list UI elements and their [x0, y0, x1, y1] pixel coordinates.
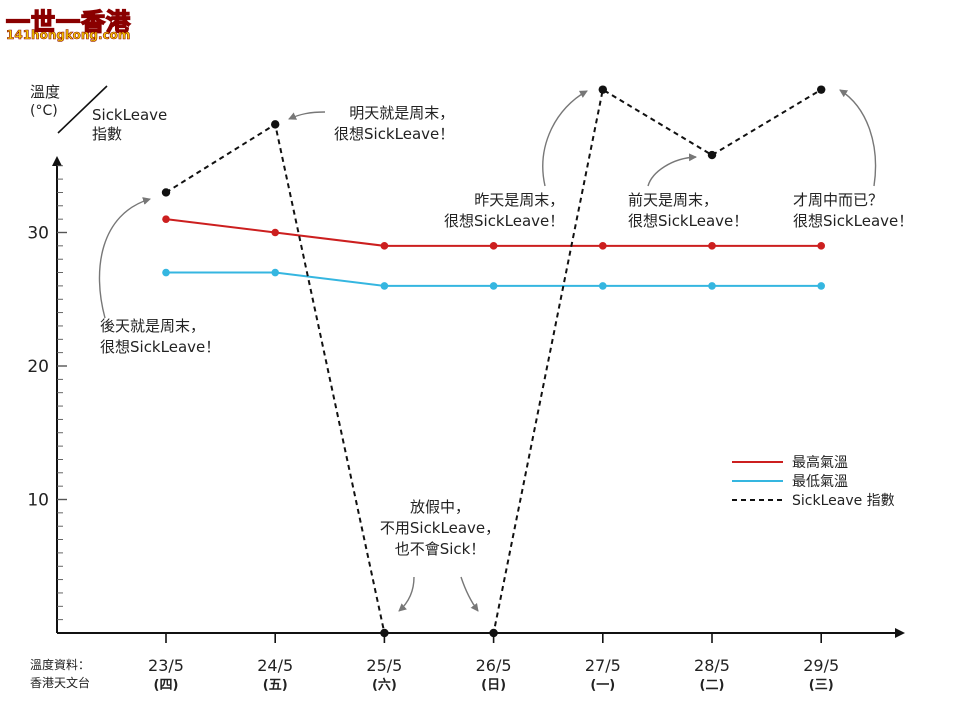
annotation-27-5: 昨天是周末， 很想SickLeave！: [444, 191, 565, 230]
series-1-point: [271, 268, 280, 277]
source-credit: 溫度資料： 香港天文台: [30, 658, 91, 690]
x-tick-label: 29/5: [803, 656, 839, 675]
y-tick-label: 20: [27, 357, 49, 377]
series-1-point: [599, 282, 607, 290]
x-axis-arrow: [895, 628, 905, 638]
annotation-24-5: 明天就是周末， 很想SickLeave！: [334, 104, 455, 143]
x-tick-label: 23/5: [148, 656, 184, 675]
series-2-point: [598, 85, 607, 94]
x-tick-day-label: (一): [590, 678, 615, 693]
axis-title-divider: [57, 85, 108, 134]
series-2-point: [489, 628, 498, 638]
annotation-arrow: [839, 89, 877, 187]
y-tick-label: 30: [27, 224, 49, 244]
y-axis-title: 溫度 (°C): [30, 83, 61, 119]
annotation-arrow: [98, 197, 151, 319]
annotation-arrow: [542, 90, 588, 187]
watermark-logo-title: 一世一香港: [5, 7, 131, 37]
x-tick-label: 25/5: [366, 656, 402, 675]
series-0-point: [380, 242, 389, 250]
legend-label: SickLeave 指數: [792, 493, 895, 509]
legend-label: 最低氣溫: [792, 474, 848, 490]
x-tick-day-label: (五): [263, 678, 288, 693]
annotation-23-5: 後天就是周末， 很想SickLeave！: [100, 317, 221, 356]
series-2-point: [707, 150, 717, 160]
watermark-logo-url: 141hongkong.com: [6, 28, 131, 43]
series-0-point: [708, 242, 716, 250]
annotation-weekend: 放假中， 不用SickLeave， 也不會Sick！: [379, 498, 501, 558]
series-2-point: [161, 188, 171, 197]
series-0-point: [817, 242, 825, 250]
series-0-point: [162, 215, 170, 223]
series-2-point: [380, 628, 389, 638]
series-2-point: [817, 85, 826, 94]
x-tick-label: 28/5: [694, 656, 730, 675]
x-tick-label: 26/5: [476, 656, 512, 675]
series-2-point: [271, 120, 280, 129]
annotation-arrow: [288, 111, 326, 120]
annotation-arrow: [460, 576, 479, 612]
series-0-point: [489, 242, 498, 250]
series-1-point: [162, 268, 170, 277]
annotation-arrow: [398, 576, 415, 612]
series-1-point: [817, 282, 825, 290]
series-1-point: [708, 282, 716, 290]
series-0-point: [599, 242, 607, 250]
annotation-28-5: 前天是周末， 很想SickLeave！: [628, 191, 749, 230]
annotation-29-5: 才周中而已？ 很想SickLeave！: [793, 191, 914, 230]
series-1-point: [380, 282, 389, 290]
sickleave-axis-title: SickLeave 指數: [92, 106, 168, 143]
x-tick-day-label: (二): [700, 678, 725, 693]
x-tick-day-label: (六): [372, 677, 397, 693]
y-axis-arrow: [52, 156, 62, 166]
x-tick-label: 27/5: [585, 656, 621, 675]
x-tick-label: 24/5: [257, 656, 293, 675]
annotation-arrow: [647, 153, 697, 187]
series-0-point: [271, 228, 280, 237]
y-tick-label: 10: [27, 491, 49, 511]
series-1-point: [489, 282, 498, 290]
x-tick-day-label: (日): [481, 678, 506, 693]
x-tick-day-label: (四): [154, 678, 179, 693]
x-tick-day-label: (三): [809, 678, 834, 693]
legend-label: 最高氣溫: [792, 454, 848, 471]
